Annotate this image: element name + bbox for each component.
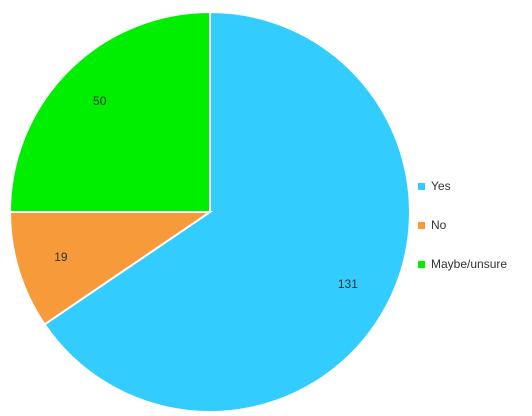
legend-swatch-maybe-unsure	[418, 260, 425, 268]
legend-label-maybe-unsure: Maybe/unsure	[431, 257, 508, 271]
legend-swatch-yes	[418, 182, 425, 190]
pie-slice-yes	[43, 10, 411, 413]
legend-item-yes: Yes	[414, 176, 530, 196]
legend-label-no: No	[431, 218, 447, 232]
legend-item-no: No	[414, 215, 530, 235]
pie-data-labels: 131 19 50	[54, 94, 358, 291]
pie-slice-maybe-unsure	[8, 10, 211, 213]
legend: Yes No Maybe/unsure	[414, 176, 530, 293]
legend-swatch-no	[418, 221, 425, 229]
data-label-yes: 131	[338, 277, 358, 291]
legend-label-yes: Yes	[431, 179, 451, 193]
pie-slice-no	[8, 211, 214, 326]
data-label-maybe-unsure: 50	[93, 94, 107, 108]
pie-slices	[8, 10, 411, 413]
legend-item-maybe-unsure: Maybe/unsure	[414, 254, 530, 274]
data-label-no: 19	[54, 250, 68, 264]
